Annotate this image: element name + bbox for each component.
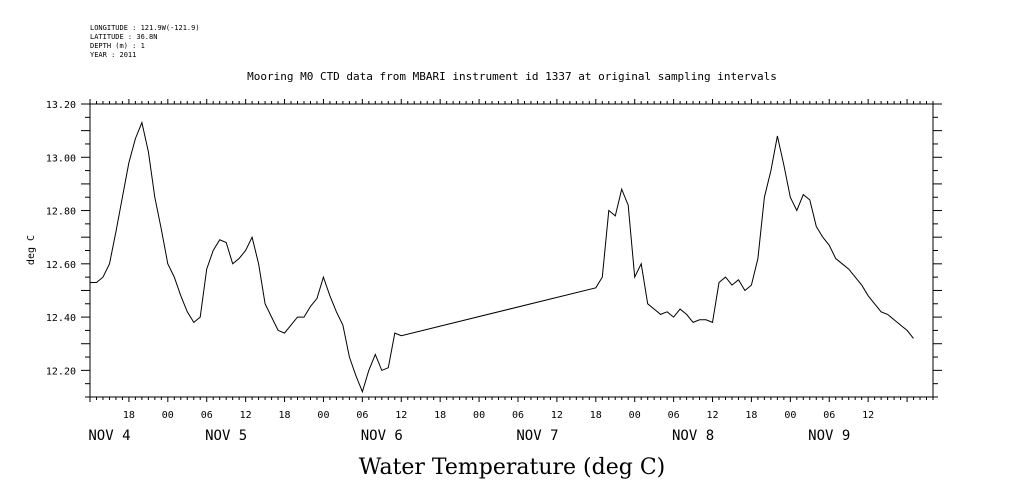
metadata-block: LONGITUDE : 121.9W(-121.9) LATITUDE : 36… [90,24,200,59]
x-tick-label: 18 [590,410,602,421]
x-tick-label: 00 [317,410,329,421]
x-tick-label: 00 [473,410,485,421]
plot-frame [89,103,934,398]
x-tick-label: 06 [823,410,835,421]
x-tick-label: 18 [434,410,446,421]
chart-title: Mooring M0 CTD data from MBARI instrumen… [247,70,777,83]
x-tick-label: 12 [862,410,874,421]
x-day-label: NOV 6 [361,428,403,444]
y-axis-label: deg C [26,235,37,265]
y-tick-label: 12.40 [46,313,76,324]
x-tick-label: 06 [356,410,368,421]
x-tick-label: 00 [162,410,174,421]
latitude-label: LATITUDE : 36.8N [90,33,157,41]
y-tick-label: 13.20 [46,100,76,111]
x-tick-label: 12 [240,410,252,421]
x-tick-label: 06 [668,410,680,421]
x-tick-label: 18 [745,410,757,421]
x-tick-label: 06 [512,410,524,421]
depth-label: DEPTH (m) : 1 [90,42,145,50]
series-line [90,120,914,394]
x-tick-label: 18 [279,410,291,421]
x-axis-label: Water Temperature (deg C) [359,455,666,480]
x-tick-label: 18 [123,410,135,421]
x-day-labels: NOV 4 NOV 5 NOV 6 NOV 7 NOV 8 NOV 9 [88,428,850,444]
x-tick-label: 06 [201,410,213,421]
y-tick-label: 12.60 [46,260,76,271]
y-tick-label: 12.80 [46,207,76,218]
x-day-label: NOV 4 [88,428,130,444]
x-day-label: NOV 5 [205,428,247,444]
x-tick-label: 12 [395,410,407,421]
x-axis: 18 00 06 12 18 00 06 12 18 00 06 12 18 00 06 12 18 00 06 12 [89,99,934,421]
y-tick-label: 12.20 [46,366,76,377]
x-tick-label: 00 [784,410,796,421]
x-day-label: NOV 8 [672,428,714,444]
year-label: YEAR : 2011 [90,51,136,59]
x-tick-label: 00 [629,410,641,421]
y-tick-label: 13.00 [46,153,76,164]
x-tick-label: 12 [551,410,563,421]
y-axis: 12.20 12.40 12.60 12.80 13.00 13.20 [46,100,942,398]
longitude-label: LONGITUDE : 121.9W(-121.9) [90,24,200,32]
x-tick-label: 12 [706,410,718,421]
x-day-label: NOV 7 [516,428,558,444]
x-day-label: NOV 9 [808,428,850,444]
